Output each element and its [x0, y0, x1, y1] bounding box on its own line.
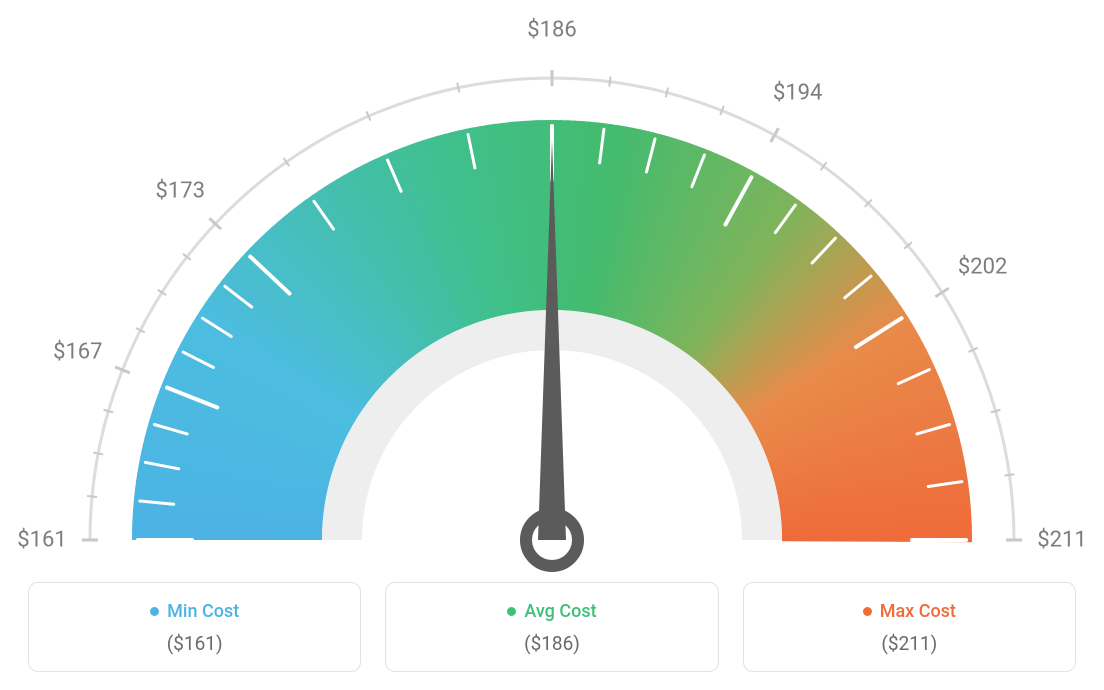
avg-cost-card: Avg Cost ($186): [385, 582, 718, 672]
avg-cost-label: Avg Cost: [524, 601, 596, 622]
max-cost-label: Max Cost: [880, 601, 956, 622]
max-dot-icon: [863, 607, 872, 616]
min-cost-card: Min Cost ($161): [28, 582, 361, 672]
avg-cost-value: ($186): [396, 632, 707, 655]
min-cost-label: Min Cost: [167, 601, 239, 622]
gauge-tick-label: $167: [53, 340, 102, 365]
gauge-tick-label: $161: [17, 528, 66, 553]
avg-dot-icon: [507, 607, 516, 616]
max-cost-value: ($211): [754, 632, 1065, 655]
max-cost-card: Max Cost ($211): [743, 582, 1076, 672]
cost-gauge: $161$167$173$186$194$202$211: [22, 20, 1082, 590]
gauge-tick-label: $194: [773, 81, 822, 106]
gauge-tick-label: $186: [527, 18, 576, 43]
gauge-tick-label: $173: [155, 178, 204, 203]
min-dot-icon: [150, 607, 159, 616]
min-cost-value: ($161): [39, 632, 350, 655]
gauge-tick-label: $211: [1037, 528, 1086, 553]
gauge-tick-label: $202: [958, 254, 1007, 279]
summary-cards: Min Cost ($161) Avg Cost ($186) Max Cost…: [28, 582, 1076, 672]
